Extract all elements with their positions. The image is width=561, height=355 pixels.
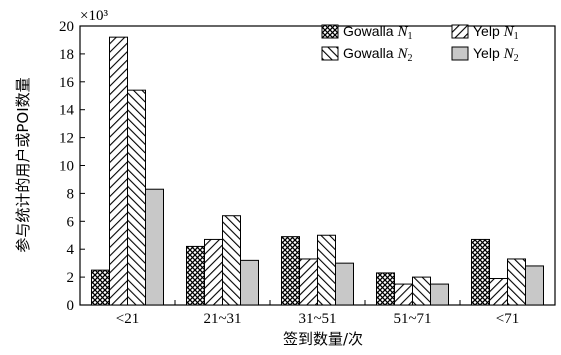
bar-gowalla-n1 [91,269,110,306]
y-tick-label: 8 [67,186,75,202]
legend-swatch [451,46,469,61]
bar-gowalla-n2 [127,89,146,306]
bar-gowalla-n2 [507,258,526,306]
bar-gowalla-n2 [412,276,431,306]
legend-item-gowalla-n1: Gowalla N1 [321,23,412,42]
legend-label: Gowalla N1 [343,23,412,42]
legend-item-gowalla-n2: Gowalla N2 [321,45,412,64]
bar-yelp-n1 [204,238,223,306]
y-axis-multiplier: ×10³ [80,8,108,24]
bar-yelp-n2 [525,265,544,306]
bar-yelp-n2 [430,283,449,306]
x-tick-label: <21 [116,311,139,327]
bar-yelp-n1 [299,258,318,306]
bar-gowalla-n1 [281,236,300,306]
y-tick-label: 20 [59,19,74,35]
bar-gowalla-n1 [471,238,490,306]
y-tick-label: 4 [67,242,75,258]
legend-swatch [321,24,339,39]
y-tick-label: 14 [59,103,75,119]
legend: Gowalla N1 Yelp N1 Gowalla N2 Yelp N2 [321,23,519,64]
x-tick-label: 21~31 [203,311,241,327]
bar-yelp-n1 [489,277,508,306]
y-tick-label: 10 [59,159,74,175]
legend-item-yelp-n2: Yelp N2 [451,45,519,64]
y-tick-label: 2 [67,270,75,286]
y-tick-label: 16 [59,75,75,91]
y-tick-labels: 0 2 4 6 8 10 12 14 16 18 20 [59,19,75,314]
x-tick-label: <71 [496,311,519,327]
y-tick-label: 0 [67,298,75,314]
x-tick-label: 51~71 [393,311,431,327]
legend-label: Gowalla N2 [343,45,412,64]
bar-yelp-n2 [335,262,354,306]
legend-label: Yelp N2 [473,45,519,64]
bar-gowalla-n2 [317,234,336,306]
bar-gowalla-n1 [186,245,205,306]
bar-gowalla-n2 [222,215,241,306]
bar-yelp-n2 [145,188,164,306]
legend-item-yelp-n1: Yelp N1 [451,23,519,42]
legend-swatch [451,24,469,39]
bars [91,36,544,306]
bar-gowalla-n1 [376,272,395,306]
y-axis-label: 参与统计的用户或POI数量 [14,77,32,252]
y-tick-label: 6 [67,214,75,230]
x-axis-label: 签到数量/次 [283,330,363,348]
legend-swatch [321,46,339,61]
x-tick-labels: <21 21~31 31~51 51~71 <71 [116,311,519,327]
y-tick-label: 12 [59,131,74,147]
bar-yelp-n1 [109,36,128,306]
bar-yelp-n2 [240,259,259,306]
bar-yelp-n1 [394,283,413,306]
x-tick-label: 31~51 [298,311,336,327]
y-tick-label: 18 [59,47,74,63]
legend-label: Yelp N1 [473,23,519,42]
